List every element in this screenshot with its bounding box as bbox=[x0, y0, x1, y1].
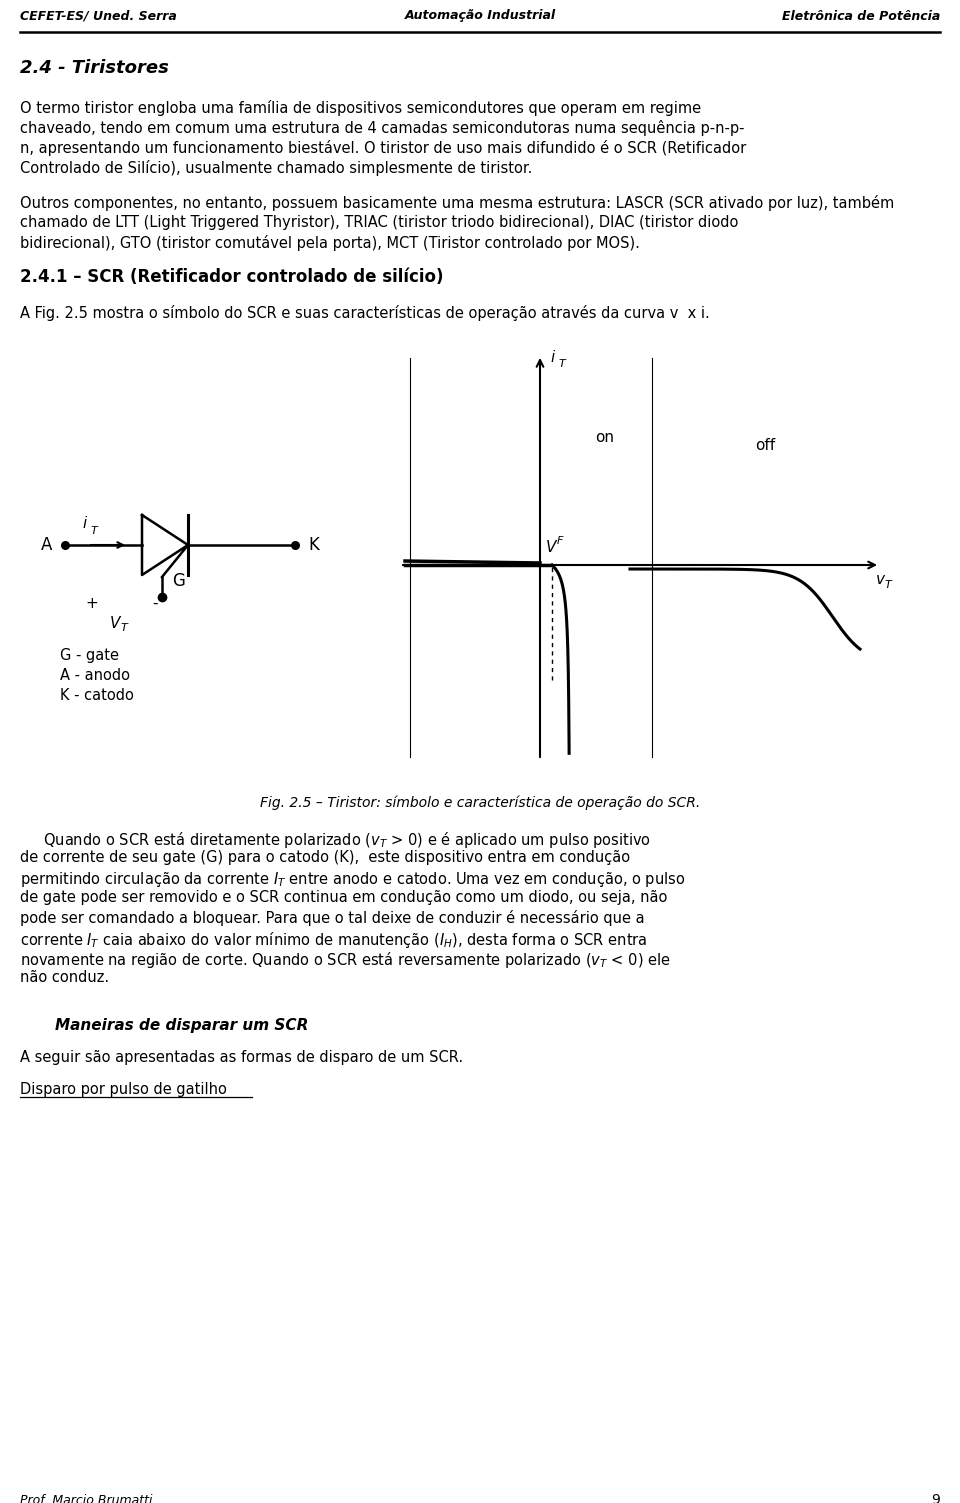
Text: Quando o SCR está diretamente polarizado ($v_T$ > 0) e é aplicado um pulso posit: Quando o SCR está diretamente polarizado… bbox=[20, 830, 651, 851]
Text: chaveado, tendo em comum uma estrutura de 4 camadas semicondutoras numa sequênci: chaveado, tendo em comum uma estrutura d… bbox=[20, 120, 745, 135]
Text: Controlado de Silício), usualmente chamado simplesmente de tiristor.: Controlado de Silício), usualmente chama… bbox=[20, 159, 533, 176]
Text: -: - bbox=[152, 595, 157, 610]
Text: pode ser comandado a bloquear. Para que o tal deixe de conduzir é necessário que: pode ser comandado a bloquear. Para que … bbox=[20, 909, 644, 926]
Text: T: T bbox=[91, 526, 98, 537]
Text: Outros componentes, no entanto, possuem basicamente uma mesma estrutura: LASCR (: Outros componentes, no entanto, possuem … bbox=[20, 195, 895, 210]
Text: K: K bbox=[308, 537, 319, 555]
Text: G: G bbox=[172, 573, 185, 591]
Text: i: i bbox=[550, 350, 554, 365]
Text: +: + bbox=[85, 595, 98, 610]
Text: de corrente de seu gate (G) para o catodo (K),  este dispositivo entra em conduç: de corrente de seu gate (G) para o catod… bbox=[20, 851, 630, 866]
Text: bidirecional), GTO (tiristor comutável pela porta), MCT (Tiristor controlado por: bidirecional), GTO (tiristor comutável p… bbox=[20, 234, 640, 251]
Text: G - gate: G - gate bbox=[60, 648, 119, 663]
Text: A: A bbox=[40, 537, 52, 555]
Text: Maneiras de disparar um SCR: Maneiras de disparar um SCR bbox=[55, 1018, 308, 1033]
Text: A - anodo: A - anodo bbox=[60, 667, 130, 682]
Text: i: i bbox=[82, 516, 86, 531]
Text: A seguir são apresentadas as formas de disparo de um SCR.: A seguir são apresentadas as formas de d… bbox=[20, 1051, 463, 1066]
Text: Prof. Marcio Brumatti: Prof. Marcio Brumatti bbox=[20, 1494, 153, 1503]
Text: 2.4.1 – SCR (Retificador controlado de silício): 2.4.1 – SCR (Retificador controlado de s… bbox=[20, 268, 444, 286]
Text: Automação Industrial: Automação Industrial bbox=[404, 9, 556, 23]
Text: on: on bbox=[595, 430, 614, 445]
Text: Eletrônica de Potência: Eletrônica de Potência bbox=[781, 9, 940, 23]
Text: T: T bbox=[121, 624, 128, 633]
Text: K - catodo: K - catodo bbox=[60, 688, 133, 703]
Text: T: T bbox=[885, 580, 892, 591]
Text: O termo tiristor engloba uma família de dispositivos semicondutores que operam e: O termo tiristor engloba uma família de … bbox=[20, 101, 701, 116]
Text: Fig. 2.5 – Tiristor: símbolo e característica de operação do SCR.: Fig. 2.5 – Tiristor: símbolo e caracterí… bbox=[260, 795, 700, 810]
Text: F: F bbox=[557, 537, 564, 546]
Text: CEFET-ES/ Uned. Serra: CEFET-ES/ Uned. Serra bbox=[20, 9, 177, 23]
Text: V: V bbox=[110, 616, 120, 630]
Text: não conduz.: não conduz. bbox=[20, 969, 109, 984]
Text: permitindo circulação da corrente $I_T$ entre anodo e catodo. Uma vez em conduçã: permitindo circulação da corrente $I_T$ … bbox=[20, 870, 685, 888]
Text: n, apresentando um funcionamento biestável. O tiristor de uso mais difundido é o: n, apresentando um funcionamento biestáv… bbox=[20, 140, 746, 156]
Text: corrente $I_T$ caia abaixo do valor mínimo de manutenção ($I_H$), desta forma o : corrente $I_T$ caia abaixo do valor míni… bbox=[20, 930, 647, 950]
Text: T: T bbox=[559, 359, 565, 370]
Text: A Fig. 2.5 mostra o símbolo do SCR e suas características de operação através da: A Fig. 2.5 mostra o símbolo do SCR e sua… bbox=[20, 305, 709, 322]
Text: novamente na região de corte. Quando o SCR está reversamente polarizado ($v_T$ <: novamente na região de corte. Quando o S… bbox=[20, 950, 671, 969]
Text: 2.4 - Tiristores: 2.4 - Tiristores bbox=[20, 59, 169, 77]
Text: v: v bbox=[876, 571, 885, 586]
Text: V: V bbox=[546, 540, 557, 555]
Text: chamado de LTT (Light Triggered Thyristor), TRIAC (tiristor triodo bidirecional): chamado de LTT (Light Triggered Thyristo… bbox=[20, 215, 738, 230]
Text: 9: 9 bbox=[931, 1492, 940, 1503]
Text: off: off bbox=[755, 439, 775, 454]
Text: Disparo por pulso de gatilho: Disparo por pulso de gatilho bbox=[20, 1082, 227, 1097]
Text: de gate pode ser removido e o SCR continua em condução como um diodo, ou seja, n: de gate pode ser removido e o SCR contin… bbox=[20, 890, 667, 905]
